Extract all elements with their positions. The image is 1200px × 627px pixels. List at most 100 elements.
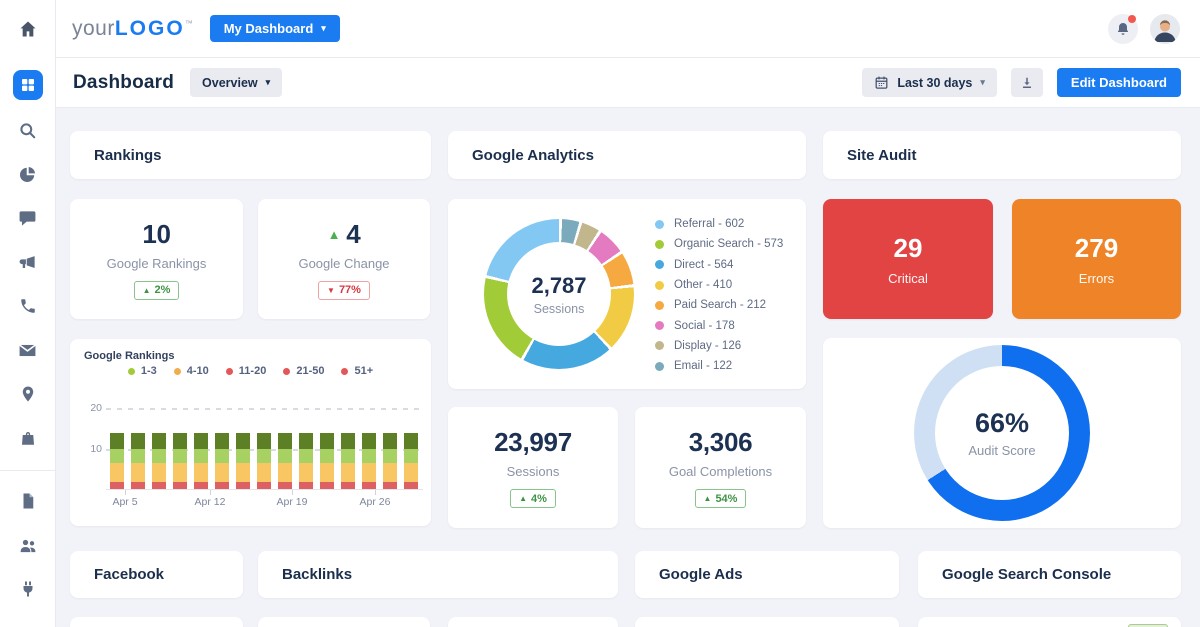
y-axis-tick: 10 (90, 443, 102, 455)
bar-segment (152, 481, 166, 490)
stacked-bar[interactable] (404, 432, 418, 490)
stacked-bar[interactable] (152, 432, 166, 490)
sidebar-item-email[interactable] (0, 328, 55, 372)
sidebar-item-reports[interactable] (0, 479, 55, 523)
stacked-bar[interactable] (173, 432, 187, 490)
legend-label: Display - 126 (674, 339, 742, 352)
bar-segment (362, 449, 376, 464)
user-avatar-button[interactable] (1150, 13, 1180, 44)
stacked-bar[interactable] (320, 432, 334, 490)
my-dashboard-label: My Dashboard (223, 21, 314, 36)
sidebar-item-search[interactable] (0, 108, 55, 152)
legend-item[interactable]: Referral - 602 (655, 214, 783, 234)
stacked-bar[interactable] (194, 432, 208, 490)
bar-segment (278, 449, 292, 464)
chart-title: Google Rankings (84, 350, 175, 362)
legend-label: Paid Search - 212 (674, 299, 767, 312)
bar-segment (299, 463, 313, 482)
stacked-bar[interactable] (110, 432, 124, 490)
legend-item[interactable]: Email - 122 (655, 356, 783, 376)
date-range-label: Last 30 days (897, 75, 973, 90)
sidebar-item-integrations[interactable] (0, 567, 55, 611)
rankings-section-title: Rankings (94, 146, 162, 164)
y-axis-tick: 20 (90, 402, 102, 414)
stacked-bar[interactable] (236, 432, 250, 490)
sidebar-item-users[interactable] (0, 523, 55, 567)
chevron-down-icon: ▾ (321, 23, 326, 33)
stat-label: Google Rankings (106, 255, 207, 271)
sidebar-item-chat[interactable] (0, 196, 55, 240)
sidebar-item-calls[interactable] (0, 284, 55, 328)
legend-item[interactable]: 4-10 (173, 365, 209, 377)
stacked-bar[interactable] (362, 432, 376, 490)
sidebar-item-analytics[interactable] (0, 152, 55, 196)
date-range-dropdown[interactable]: Last 30 days ▾ (862, 68, 997, 97)
stacked-bar[interactable] (131, 432, 145, 490)
sidebar-item-shop[interactable] (0, 416, 55, 460)
audit-score-card: 66% Audit Score (823, 338, 1181, 528)
edit-dashboard-button[interactable]: Edit Dashboard (1056, 68, 1181, 97)
stacked-bar[interactable] (341, 432, 355, 490)
up-triangle-icon: ▲ (703, 494, 712, 503)
stat-label: Sessions (506, 464, 560, 479)
bar-segment (194, 432, 208, 450)
partial-card (70, 617, 243, 627)
google-ads-section-card: Google Ads (635, 551, 899, 598)
location-pin-icon (22, 386, 33, 402)
legend-item[interactable]: 51+ (341, 365, 373, 377)
overview-dropdown[interactable]: Overview ▾ (190, 68, 283, 97)
notifications-button[interactable] (1108, 13, 1138, 44)
bar-segment (110, 432, 124, 450)
legend-dot-icon (283, 367, 291, 375)
legend-dot-icon (655, 341, 664, 351)
document-icon (23, 493, 33, 509)
legend-item[interactable]: Social - 178 (655, 315, 783, 335)
legend-item[interactable]: Other - 410 (655, 275, 783, 295)
bar-segment (278, 481, 292, 490)
bar-segment (320, 463, 334, 482)
stacked-bar[interactable] (383, 432, 397, 490)
x-axis-line (106, 489, 423, 490)
bar-segment (152, 449, 166, 464)
bar-segment (215, 432, 229, 450)
my-dashboard-dropdown[interactable]: My Dashboard ▾ (209, 15, 340, 42)
legend-item[interactable]: Display - 126 (655, 336, 783, 356)
legend-item[interactable]: 21-50 (283, 365, 324, 377)
legend-item[interactable]: Direct - 564 (655, 255, 783, 275)
stacked-bar[interactable] (257, 432, 271, 490)
legend-label: Email - 122 (674, 360, 733, 373)
site-audit-section-title: Site Audit (847, 146, 917, 164)
sidebar-item-dashboard-active[interactable] (12, 70, 43, 100)
users-icon (20, 539, 35, 553)
bar-segment (299, 432, 313, 450)
chevron-down-icon: ▾ (265, 77, 271, 87)
bar-segment (173, 463, 187, 482)
sidebar (0, 0, 56, 627)
errors-label: Errors (1078, 270, 1115, 286)
legend-item[interactable]: 11-20 (225, 365, 266, 377)
logo[interactable]: your LOGO ™ (72, 17, 193, 41)
stacked-bar[interactable] (215, 432, 229, 490)
legend-item[interactable]: 1-3 (127, 365, 157, 377)
rankings-chart-legend: 1-3 4-10 11-20 21-50 51+ (70, 365, 431, 377)
bar-segment (278, 463, 292, 482)
stacked-bar[interactable] (278, 432, 292, 490)
sidebar-item-local[interactable] (0, 372, 55, 416)
legend-item[interactable]: Organic Search - 573 (655, 234, 783, 254)
logo-trademark: ™ (184, 18, 193, 28)
download-button[interactable] (1010, 68, 1043, 97)
header-actions: Last 30 days ▾ Edit Dashboard (862, 68, 1181, 97)
partial-card (448, 617, 618, 627)
audit-score-ring[interactable]: 66% Audit Score (914, 345, 1090, 521)
sidebar-item-home[interactable] (0, 0, 55, 58)
bar-segment (341, 432, 355, 450)
stat-value: 23,997 (494, 427, 572, 457)
sidebar-item-announcements[interactable] (0, 240, 55, 284)
partial-green-badge (1128, 624, 1168, 627)
stacked-bar[interactable] (299, 432, 313, 490)
bar-segment (362, 481, 376, 490)
page-header: Dashboard Overview ▾ Last 30 days ▾ Edit… (56, 58, 1200, 108)
legend-item[interactable]: Paid Search - 212 (655, 295, 783, 315)
stacked-bars[interactable] (110, 432, 418, 490)
sessions-donut-chart[interactable]: 2,787 Sessions (484, 219, 634, 369)
